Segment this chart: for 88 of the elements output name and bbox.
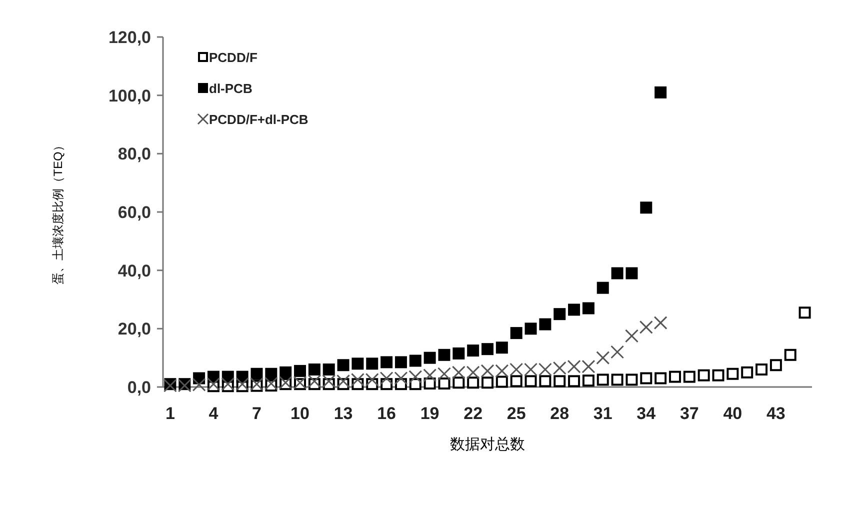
y-axis-title: 蛋、土壤浓度比例（TEQ） (51, 140, 65, 284)
x-tick-label: 4 (208, 404, 219, 423)
point (510, 375, 522, 388)
point (596, 374, 609, 386)
point (308, 364, 320, 376)
point (539, 318, 552, 330)
point (524, 375, 537, 388)
x-tick-label: 28 (550, 404, 570, 423)
point (482, 376, 494, 389)
point (294, 364, 306, 377)
y-tick-label: 80,0 (118, 144, 151, 164)
point (424, 352, 436, 364)
y-tick-label: 40,0 (118, 261, 151, 280)
x-tick-label: 43 (766, 404, 786, 423)
x-tick-label: 7 (252, 404, 262, 423)
point (568, 304, 580, 316)
x-tick-label: 31 (593, 404, 612, 423)
x-tick-label: 16 (377, 404, 396, 423)
point (496, 376, 508, 388)
x-tick-label: 13 (334, 404, 353, 423)
point (683, 370, 696, 383)
point (654, 372, 667, 384)
x-tick-label: 10 (290, 404, 310, 423)
point (467, 376, 480, 389)
x-tick-label: 22 (464, 404, 483, 423)
point (626, 267, 638, 280)
point (409, 354, 422, 367)
point (467, 344, 480, 357)
point (554, 375, 566, 388)
point (784, 348, 796, 361)
y-tick-label: 100,0 (108, 86, 151, 106)
legend-label: dl-PCB (209, 81, 252, 96)
point (712, 369, 724, 382)
point (524, 322, 537, 335)
point (452, 376, 465, 389)
point (798, 306, 811, 319)
point (626, 374, 638, 386)
point (337, 359, 350, 372)
point (726, 368, 739, 380)
point (741, 366, 754, 378)
point (611, 267, 624, 280)
point (640, 202, 652, 214)
point (265, 368, 278, 380)
point (452, 347, 465, 360)
point (610, 345, 624, 359)
point (756, 364, 768, 376)
point (554, 308, 566, 320)
x-tick-label: 40 (723, 404, 742, 423)
point (482, 343, 494, 356)
point (654, 316, 668, 330)
point (668, 370, 681, 383)
point (640, 372, 652, 384)
point (568, 375, 580, 388)
x-tick-label: 19 (420, 404, 440, 423)
x-tick-label: 34 (636, 404, 656, 423)
y-tick-label: 60,0 (118, 203, 151, 222)
legend-label: PCDD/F+dl-PCB (209, 112, 308, 127)
y-tick-label: 0,0 (127, 378, 151, 397)
y-tick-label: 120,0 (108, 28, 151, 47)
point (438, 378, 450, 390)
y-tick-label: 20,0 (118, 320, 151, 339)
point (510, 327, 522, 340)
x-tick-label: 37 (680, 404, 699, 423)
point (770, 359, 782, 372)
x-axis-title: 数据对总数 (450, 436, 525, 453)
point (352, 358, 364, 370)
point (280, 366, 292, 378)
point (496, 342, 508, 354)
point (698, 369, 710, 382)
point (639, 320, 653, 334)
point (582, 302, 594, 314)
point (539, 375, 552, 388)
point (250, 368, 263, 380)
point (582, 374, 594, 387)
x-tick-label: 25 (506, 404, 526, 423)
point (424, 378, 436, 390)
point (322, 364, 335, 376)
point (624, 329, 638, 343)
point (366, 358, 378, 370)
point (380, 356, 393, 368)
x-tick-label: 1 (165, 404, 175, 423)
point (654, 86, 667, 98)
point (596, 282, 609, 294)
legend-label: PCDD/F (209, 50, 258, 65)
point (596, 351, 610, 365)
point (611, 374, 624, 386)
point (394, 356, 407, 368)
point (438, 348, 450, 361)
